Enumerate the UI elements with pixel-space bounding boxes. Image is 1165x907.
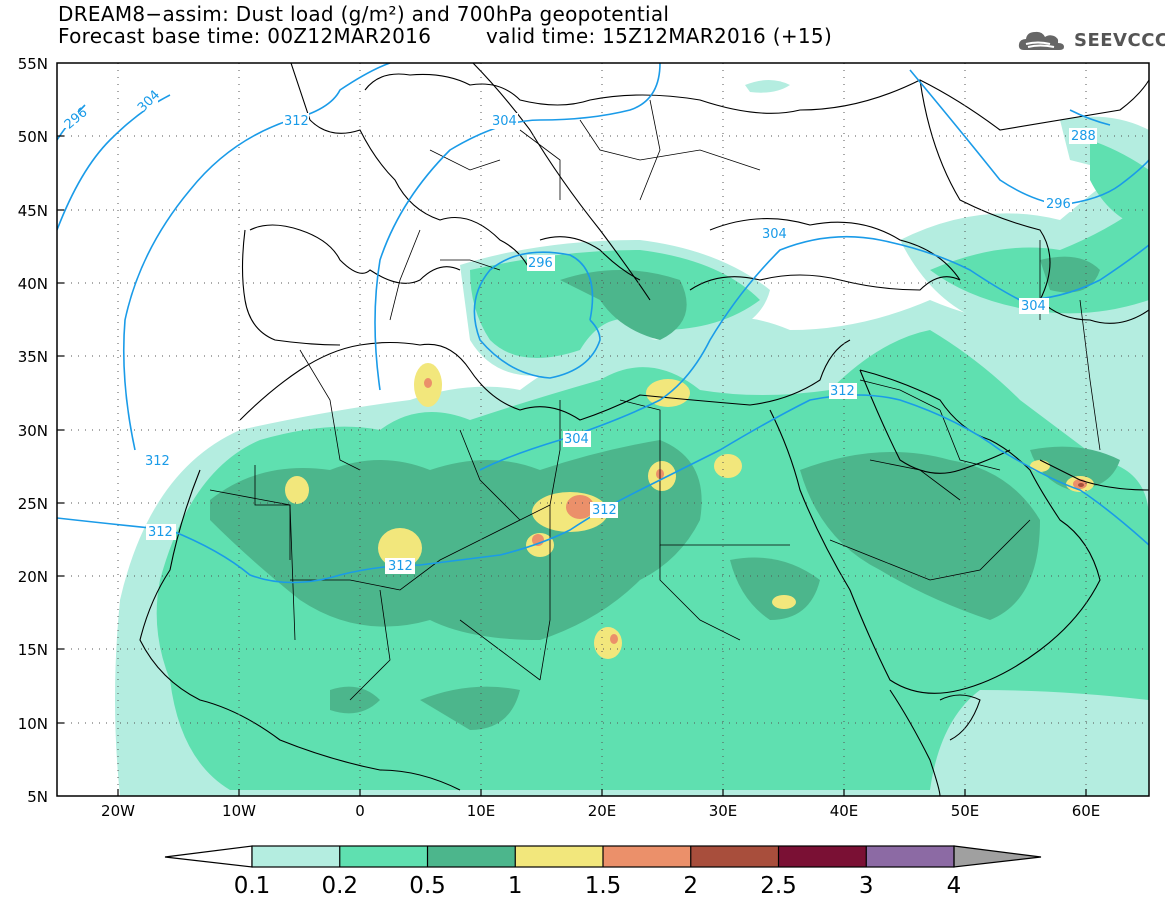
lon-label: 20E [588, 802, 617, 820]
lon-label: 0 [355, 802, 365, 820]
gridlines [57, 63, 1149, 796]
colorbar-high-arrow [953, 845, 1042, 868]
contour-label: 304 [564, 432, 589, 447]
colorbar: 0.1 0.2 0.5 1 1.5 2 2.5 3 4 [164, 845, 1042, 899]
forecast-base-time: Forecast base time: 00Z12MAR2016 [58, 24, 432, 48]
colorbar-label: 2 [683, 873, 698, 899]
colorbar-label: 1.5 [585, 873, 622, 899]
contour-label: 312 [284, 114, 309, 129]
contour-label: 312 [388, 559, 413, 574]
colorbar-label: 4 [947, 873, 962, 899]
colorbar-swatch [603, 846, 691, 867]
contour-label: 296 [528, 256, 553, 271]
lon-label: 10W [222, 802, 256, 820]
country-borders [209, 99, 1101, 701]
map-area: 296 304 312 304 296 312 304 312 312 312 … [57, 63, 1149, 796]
colorbar-label: 2.5 [760, 873, 797, 899]
contour-label: 312 [592, 503, 617, 518]
colorbar-label: 0.5 [409, 873, 446, 899]
lat-label: 40N [18, 275, 48, 293]
contour-label: 312 [148, 525, 173, 540]
contour-label: 304 [762, 227, 787, 242]
contour-label: 304 [492, 114, 517, 129]
contour-label: 288 [1071, 129, 1096, 144]
colorbar-swatch [252, 846, 340, 867]
colorbar-low-arrow [164, 845, 253, 868]
lon-label: 10E [467, 802, 496, 820]
cloud-icon [1018, 31, 1064, 50]
colorbar-swatch [866, 846, 954, 867]
lat-label: 20N [18, 568, 48, 586]
coastlines [139, 63, 1149, 796]
longitude-labels: 20W 10W 0 10E 20E 30E 40E 50E 60E [101, 802, 1100, 820]
lat-label: 5N [27, 788, 48, 806]
lon-label: 20W [101, 802, 135, 820]
lon-label: 60E [1072, 802, 1101, 820]
lat-label: 55N [18, 55, 48, 73]
lat-label: 50N [18, 128, 48, 146]
colorbar-label: 0.2 [321, 873, 358, 899]
colorbar-swatch [515, 846, 603, 867]
logo-text: SEEVCCC [1074, 30, 1165, 51]
lon-label: 40E [830, 802, 859, 820]
valid-time: valid time: 15Z12MAR2016 (+15) [486, 24, 833, 48]
colorbar-label: 0.1 [234, 873, 271, 899]
lat-label: 45N [18, 202, 48, 220]
contour-label-group: 296 304 312 304 296 312 304 312 312 312 … [62, 88, 1097, 574]
map-title: DREAM8−assim: Dust load (g/m²) and 700hP… [58, 2, 670, 26]
colorbar-label: 1 [508, 873, 523, 899]
latitude-labels: 55N 50N 45N 40N 35N 30N 25N 20N 15N 10N … [18, 55, 48, 806]
contour-label: 312 [145, 454, 170, 469]
lat-label: 35N [18, 348, 48, 366]
lat-label: 10N [18, 715, 48, 733]
lat-label: 15N [18, 641, 48, 659]
dust-field-2 [1078, 483, 1084, 487]
lat-label: 25N [18, 495, 48, 513]
seevccc-logo: SEEVCCC [1018, 26, 1165, 56]
lon-label: 30E [709, 802, 738, 820]
colorbar-swatch [427, 846, 516, 867]
lat-label: 30N [18, 422, 48, 440]
contour-label: 296 [1046, 197, 1071, 212]
dust-field-0-5 [210, 256, 1120, 730]
axis-ticks [57, 135, 1087, 796]
colorbar-swatch [778, 846, 867, 867]
colorbar-swatch [690, 846, 779, 867]
contour-label: 312 [830, 384, 855, 399]
colorbar-label: 3 [859, 873, 874, 899]
lon-label: 50E [951, 802, 980, 820]
contour-label: 304 [1021, 299, 1046, 314]
colorbar-swatch [339, 846, 428, 867]
dust-field-1-5 [424, 378, 1087, 644]
